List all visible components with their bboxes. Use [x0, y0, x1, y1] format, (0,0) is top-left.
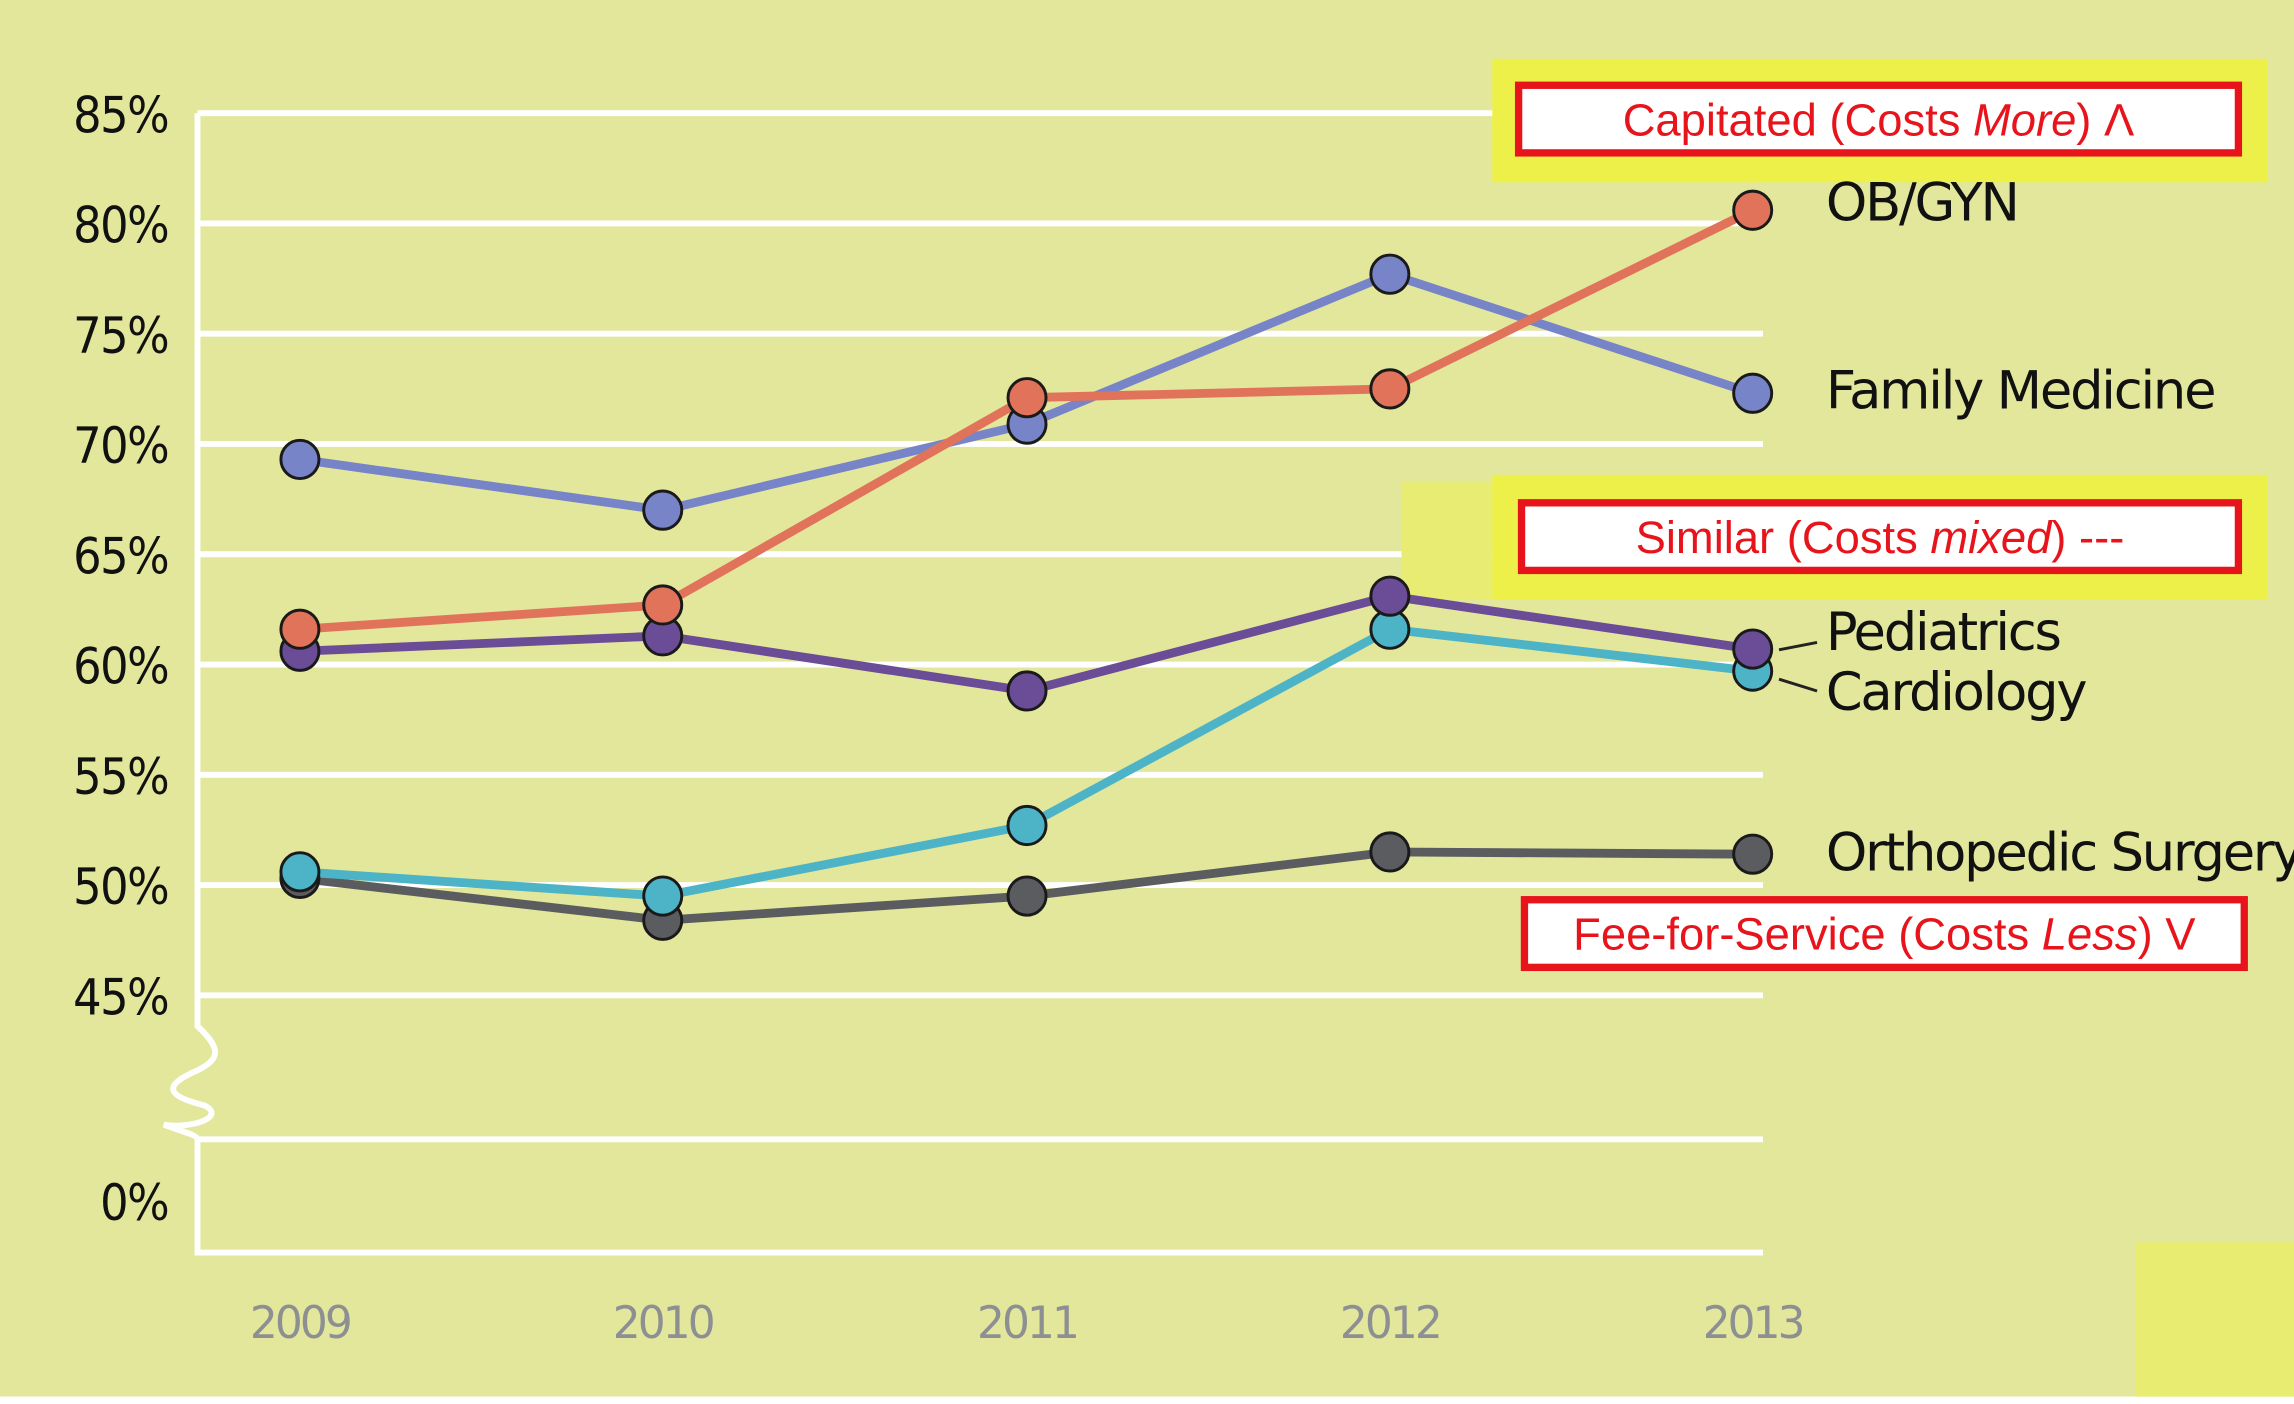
x-tick-labels: 2009 2010 2011 2012 2013	[250, 1298, 1806, 1349]
point-orthopedic-surgery	[1369, 831, 1411, 873]
point-family-medicine	[1732, 372, 1774, 414]
series-labels: OB/GYN Family Medicine PediatricsCardiolog…	[1778, 172, 2294, 883]
point-pediatrics	[1732, 628, 1774, 670]
x-tick-label: 2013	[1703, 1298, 1803, 1349]
series-group	[279, 189, 1774, 941]
y-tick-label: 65%	[73, 527, 168, 585]
point-cardiology	[279, 851, 321, 893]
x-tick-label: 2009	[250, 1298, 350, 1349]
y-tick-label: 80%	[73, 196, 168, 254]
annotation-box	[1517, 499, 2243, 575]
annotation-text: Fee-for-Service (Costs Less) V	[1573, 909, 2196, 960]
white-bottom-strip	[0, 1396, 2294, 1404]
point-family-medicine	[642, 489, 684, 531]
point-pediatrics	[1006, 670, 1048, 712]
point-pediatrics	[1369, 575, 1411, 617]
y-tick-label: 60%	[73, 638, 168, 696]
annotation-text: Similar (Costs mixed) ---	[1636, 512, 2125, 563]
y-tick-label: 70%	[73, 417, 168, 475]
y-tick-label: 55%	[73, 748, 168, 806]
annotation-box	[1520, 896, 2248, 972]
point-cardiology	[642, 875, 684, 917]
series-label: Family Medicine	[1826, 361, 2214, 422]
series-label: OB/GYN	[1826, 172, 2018, 233]
point-cardiology	[1006, 804, 1048, 847]
x-tick-label: 2012	[1340, 1298, 1440, 1349]
y-tick-label: 75%	[73, 307, 168, 365]
y-tick-label: 85%	[73, 86, 168, 144]
corner-highlight-patch	[2135, 1242, 2294, 1397]
series-label: Cardiology	[1826, 662, 2086, 723]
leader-line	[1778, 641, 1818, 652]
y-tick-label: 45%	[73, 968, 168, 1026]
annotation-box	[1514, 81, 2243, 157]
point-orthopedic-surgery	[1732, 833, 1774, 875]
x-tick-label: 2011	[977, 1298, 1077, 1349]
point-family-medicine	[1369, 253, 1411, 295]
series-label: Pediatrics	[1826, 602, 2060, 663]
point-ob-gyn	[1006, 377, 1048, 419]
x-tick-label: 2010	[613, 1298, 714, 1349]
y-tick-label: 50%	[73, 858, 168, 916]
annotations: Capitated (Costs More) Λ Similar (Costs m…	[1401, 58, 2268, 972]
point-ob-gyn	[1732, 189, 1774, 231]
annotation-highlight	[1401, 482, 1493, 600]
series-label: Orthopedic Surgery	[1826, 822, 2294, 883]
point-ob-gyn	[642, 584, 684, 626]
y-tick-labels: 85% 80% 75% 70% 65% 60% 55% 50% 45% 0%	[73, 86, 170, 1232]
point-orthopedic-surgery	[1006, 875, 1048, 917]
point-family-medicine	[279, 438, 321, 481]
point-ob-gyn	[1369, 368, 1411, 410]
y-tick-label: 0%	[100, 1174, 168, 1232]
point-ob-gyn	[279, 608, 321, 650]
annotation-text: Capitated (Costs More) Λ	[1623, 94, 2135, 145]
leader-line	[1778, 677, 1818, 693]
axis-break-squiggle	[162, 996, 218, 1253]
